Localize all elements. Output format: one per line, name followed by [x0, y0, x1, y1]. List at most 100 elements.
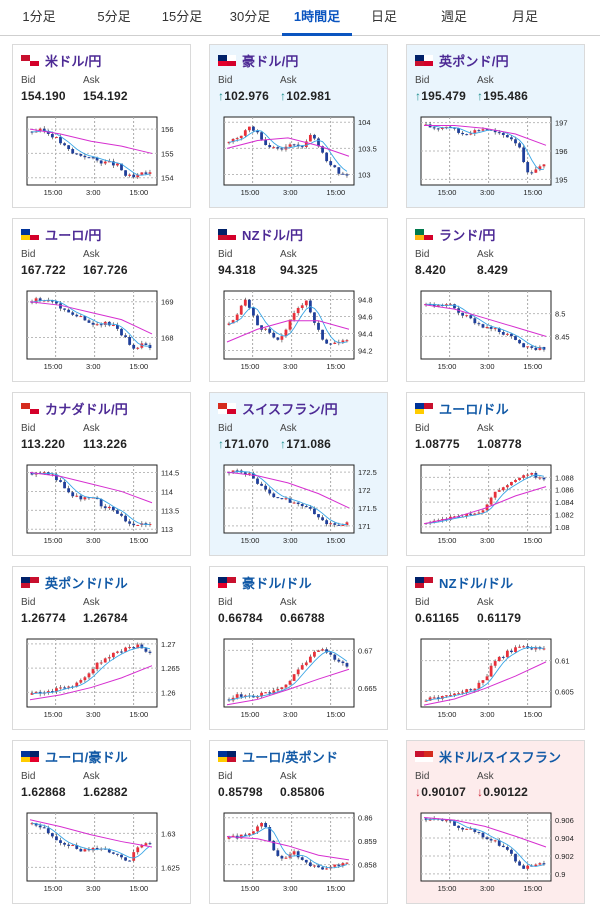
candle-up [67, 686, 71, 688]
candle-down [55, 474, 58, 481]
rate-card[interactable]: 豪ドル/円 Bid Ask ↑102.976 ↑102.981 104 103.5 103 15… [209, 44, 388, 208]
card-header[interactable]: スイスフラン/円 [218, 400, 338, 417]
currency-pair-name[interactable]: スイスフラン/円 [242, 401, 338, 417]
currency-pair-name[interactable]: 英ポンド/ドル [45, 575, 129, 591]
card-header[interactable]: 豪ドル/円 [218, 52, 299, 69]
candlestick-chart[interactable]: 114.5 114 113.5 113 15:00 3:00 15:00 [21, 461, 183, 553]
rate-card[interactable]: スイスフラン/円 Bid Ask ↑171.070 ↑171.086 172.5 172 17… [209, 392, 388, 556]
candlestick-chart[interactable]: 0.906 0.904 0.902 0.9 15:00 3:00 15:00 [415, 809, 577, 901]
candlestick-chart[interactable]: 172.5 172 171.5 171 15:00 3:00 15:00 [218, 461, 380, 553]
currency-pair-name[interactable]: ユーロ/円 [45, 227, 102, 243]
rate-card[interactable]: ユーロ/英ポンド Bid Ask 0.85798 0.85806 0.86 0.859 0.8… [209, 740, 388, 904]
candle-down [67, 145, 71, 150]
candlestick-chart[interactable]: 156 155 154 15:00 3:00 15:00 [21, 113, 183, 205]
card-header[interactable]: ランド/円 [415, 226, 496, 243]
rate-card[interactable]: ユーロ/ドル Bid Ask 1.08775 1.08778 1.088 1.086 1.08… [406, 392, 585, 556]
bid-text: 171.070 [224, 437, 269, 451]
candle-down [542, 477, 546, 480]
rate-card[interactable]: 豪ドル/ドル Bid Ask 0.66784 0.66788 0.67 0.665 15:00… [209, 566, 388, 730]
candle-up [542, 164, 546, 167]
candlestick-chart[interactable]: 169 168 15:00 3:00 15:00 [21, 287, 183, 379]
candlestick-chart[interactable]: 0.86 0.859 0.858 15:00 3:00 15:00 [218, 809, 380, 901]
tab-1[interactable]: 5分足 [97, 9, 131, 24]
tab-6[interactable]: 週足 [440, 9, 467, 24]
candle-down [436, 697, 440, 699]
candle-up [493, 491, 497, 498]
tab-2[interactable]: 15分足 [161, 9, 203, 24]
currency-pair-name[interactable]: 米ドル/スイスフラン [439, 749, 562, 765]
card-header[interactable]: NZドル/ドル [415, 574, 514, 591]
rate-card[interactable]: 米ドル/円 Bid Ask 154.190 154.192 156 155 154 15:00 3… [12, 44, 191, 208]
candlestick-chart[interactable]: 104 103.5 103 15:00 3:00 15:00 [218, 113, 380, 205]
card-header[interactable]: ユーロ/英ポンド [218, 748, 339, 765]
bid-text: 154.190 [21, 89, 66, 103]
rate-card[interactable]: ランド/円 Bid Ask 8.420 8.429 8.5 8.45 15:00 3:00 15:… [406, 218, 585, 382]
candle-up [83, 849, 87, 852]
rate-card[interactable]: 英ポンド/ドル Bid Ask 1.26774 1.26784 1.27 1.265 1.26… [12, 566, 191, 730]
tab-7[interactable]: 月足 [511, 9, 538, 24]
candle-up [116, 651, 119, 653]
x-tick-label: 15:00 [326, 188, 345, 197]
card-header[interactable]: 英ポンド/円 [415, 52, 509, 69]
card-header[interactable]: 米ドル/スイスフラン [415, 748, 562, 765]
candlestick-chart[interactable]: 1.088 1.086 1.084 1.082 1.08 15:00 3:00 15:00 [415, 461, 577, 553]
candlestick-chart[interactable]: 8.5 8.45 15:00 3:00 15:00 [415, 287, 577, 379]
card-header[interactable]: カナダドル/円 [21, 400, 129, 417]
rate-card[interactable]: 米ドル/スイスフラン Bid Ask ↓0.90107 ↓0.90122 0.906 0.9… [406, 740, 585, 904]
card-header[interactable]: ユーロ/豪ドル [21, 748, 129, 765]
currency-pair-name[interactable]: NZドル/円 [242, 227, 304, 243]
card-header[interactable]: 英ポンド/ドル [21, 574, 129, 591]
ask-label: Ask [477, 771, 494, 782]
currency-pair-name[interactable]: NZドル/ドル [439, 575, 514, 591]
card-header[interactable]: ユーロ/円 [21, 226, 102, 243]
bid-value: ↑102.976 [218, 89, 269, 103]
rate-card[interactable]: NZドル/ドル Bid Ask 0.61165 0.61179 0.61 0.605 15:0… [406, 566, 585, 730]
candlestick-chart[interactable]: 1.27 1.265 1.26 15:00 3:00 15:00 [21, 635, 183, 727]
y-tick-label: 155 [161, 149, 174, 158]
candle-down [239, 694, 243, 697]
candle-up [136, 847, 140, 853]
card-header[interactable]: NZドル/円 [218, 226, 304, 243]
candle-up [107, 657, 111, 659]
rate-card[interactable]: カナダドル/円 Bid Ask 113.220 113.226 114.5 114 113.5… [12, 392, 191, 556]
candle-down [530, 648, 534, 650]
candle-down [99, 324, 103, 326]
bid-label: Bid [218, 597, 233, 608]
currency-pair-name[interactable]: 米ドル/円 [45, 53, 102, 69]
y-tick-label: 195 [555, 175, 568, 184]
candlestick-chart[interactable]: 197 196 195 15:00 3:00 15:00 [415, 113, 577, 205]
tab-3[interactable]: 30分足 [229, 9, 271, 24]
y-tick-label: 1.088 [555, 473, 574, 482]
tab-5[interactable]: 日足 [370, 9, 397, 24]
card-header[interactable]: 米ドル/円 [21, 52, 102, 69]
currency-pair-name[interactable]: 豪ドル/円 [242, 53, 299, 69]
candlestick-chart[interactable]: 94.8 94.6 94.4 94.2 15:00 3:00 15:00 [218, 287, 380, 379]
rate-card[interactable]: NZドル/円 Bid Ask 94.318 94.325 94.8 94.6 94.4 94.2… [209, 218, 388, 382]
currency-pair-name[interactable]: 豪ドル/ドル [242, 575, 312, 591]
candlestick-chart[interactable]: 1.63 1.625 15:00 3:00 15:00 [21, 809, 183, 901]
currency-pair-name[interactable]: ユーロ/豪ドル [45, 749, 129, 765]
candle-up [292, 851, 296, 855]
tab-4[interactable]: 1時間足 [282, 0, 352, 36]
candle-down [99, 160, 103, 164]
ask-text: 1.62882 [83, 785, 128, 799]
currency-pair-name[interactable]: ユーロ/ドル [439, 401, 509, 417]
candle-down [59, 303, 62, 309]
currency-pair-name[interactable]: ユーロ/英ポンド [242, 749, 339, 765]
rate-card[interactable]: ユーロ/円 Bid Ask 167.722 167.726 169 168 15:00 3:00… [12, 218, 191, 382]
rate-card[interactable]: 英ポンド/円 Bid Ask ↑195.479 ↑195.486 197 196 195 15:… [406, 44, 585, 208]
card-header[interactable]: ユーロ/ドル [415, 400, 509, 417]
y-tick-label: 0.605 [555, 688, 574, 697]
tab-0[interactable]: 1分足 [22, 9, 56, 24]
currency-pair-name[interactable]: カナダドル/円 [45, 401, 129, 417]
candle-down [473, 318, 477, 324]
currency-pair-name[interactable]: ランド/円 [439, 227, 496, 243]
candlestick-chart[interactable]: 0.67 0.665 15:00 3:00 15:00 [218, 635, 380, 727]
flag-icon [415, 402, 433, 414]
candlestick-chart[interactable]: 0.61 0.605 15:00 3:00 15:00 [415, 635, 577, 727]
rate-card[interactable]: ユーロ/豪ドル Bid Ask 1.62868 1.62882 1.63 1.625 15:0… [12, 740, 191, 904]
candle-down [501, 332, 505, 335]
card-header[interactable]: 豪ドル/ドル [218, 574, 312, 591]
ask-text: 1.26784 [83, 611, 128, 625]
currency-pair-name[interactable]: 英ポンド/円 [439, 53, 509, 69]
